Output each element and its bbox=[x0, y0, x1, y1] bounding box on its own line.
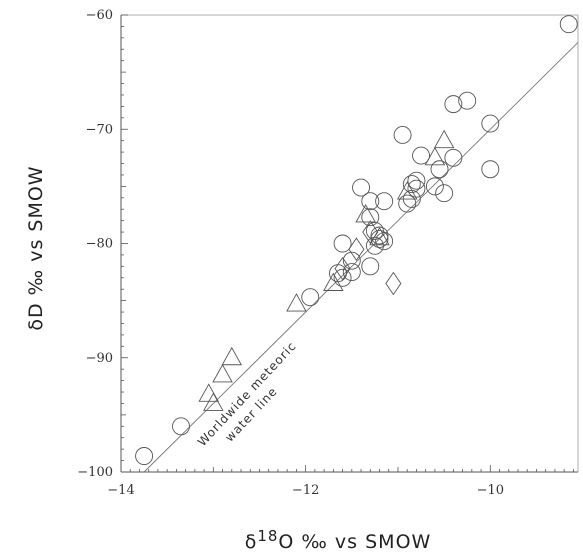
data-point-circle bbox=[481, 114, 500, 133]
data-point-triangle bbox=[221, 346, 243, 366]
data-point-circle bbox=[301, 288, 320, 307]
y-tick-label: −90 bbox=[86, 351, 113, 366]
data-point-triangle bbox=[212, 363, 233, 383]
data-point-circle bbox=[393, 126, 412, 144]
x-axis-title-rest: O ‰ vs SMOW bbox=[278, 531, 431, 553]
data-point-circle bbox=[435, 184, 454, 203]
data-point-circle bbox=[444, 95, 463, 114]
data-point-circle bbox=[172, 417, 190, 436]
data-point-diamond bbox=[362, 220, 379, 244]
x-axis-title-prefix: δ bbox=[245, 531, 258, 553]
data-point-circle bbox=[407, 171, 426, 190]
data-point-circle bbox=[375, 232, 394, 251]
x-tick-label: −12 bbox=[292, 483, 319, 498]
data-point-circle bbox=[398, 194, 417, 213]
data-point-triangle bbox=[433, 129, 455, 149]
data-point-circle bbox=[425, 177, 444, 196]
data-point-triangle bbox=[286, 293, 307, 312]
line-annotation-line-1: Worldwide meteoric bbox=[195, 339, 299, 449]
y-tick-label: −60 bbox=[86, 8, 113, 23]
axis-ticks bbox=[120, 14, 574, 473]
x-tick-label: −14 bbox=[107, 483, 134, 498]
data-point-circle bbox=[333, 234, 352, 253]
data-point-circle bbox=[365, 236, 384, 255]
meteoric-water-line-path bbox=[143, 42, 579, 473]
data-point-circle bbox=[559, 15, 578, 34]
data-point-triangle bbox=[203, 392, 224, 411]
data-point-circle bbox=[370, 229, 389, 248]
data-point-circle bbox=[412, 146, 431, 165]
line-annotation: Worldwide meteoric water line bbox=[195, 339, 299, 449]
meteoric-water-line bbox=[143, 42, 579, 473]
data-point-circle bbox=[407, 179, 426, 198]
y-tick-label: −70 bbox=[86, 122, 113, 137]
data-point-circle bbox=[135, 447, 154, 465]
y-tick-label: −100 bbox=[77, 465, 113, 480]
data-point-diamond bbox=[348, 237, 365, 262]
data-point-circle bbox=[430, 160, 449, 179]
x-axis-title: δ18O ‰ vs SMOW bbox=[245, 527, 432, 553]
data-point-circle bbox=[352, 178, 370, 197]
data-point-triangle bbox=[355, 204, 376, 223]
data-point-circle bbox=[444, 148, 463, 167]
y-tick-label: −80 bbox=[86, 237, 113, 252]
data-point-triangle bbox=[396, 181, 418, 200]
data-point-circle bbox=[333, 268, 352, 287]
data-point-triangle bbox=[323, 272, 344, 291]
data-point-diamond bbox=[385, 271, 402, 296]
data-point-circle bbox=[361, 192, 380, 211]
y-axis-title: δD ‰ vs SMOW bbox=[25, 165, 47, 330]
x-tick-label: −10 bbox=[477, 483, 504, 498]
x-axis-title-superscript: 18 bbox=[257, 527, 278, 545]
data-point-circle bbox=[375, 192, 394, 211]
plot-frame bbox=[120, 14, 579, 473]
data-point-circle bbox=[342, 263, 361, 282]
data-point-circle bbox=[370, 226, 389, 245]
data-point-diamond bbox=[334, 256, 351, 281]
data-point-triangle bbox=[198, 383, 219, 402]
data-point-circle bbox=[361, 257, 380, 276]
data-points bbox=[135, 15, 578, 465]
data-point-circle bbox=[361, 208, 380, 227]
data-point-circle bbox=[481, 160, 500, 179]
data-point-circle bbox=[402, 175, 421, 194]
data-point-circle bbox=[342, 251, 361, 270]
data-point-circle bbox=[458, 91, 477, 110]
tick-labels: −100 −90 −80 −70 −60 −14 −12 −10 bbox=[77, 8, 504, 498]
data-point-triangle bbox=[424, 146, 446, 166]
